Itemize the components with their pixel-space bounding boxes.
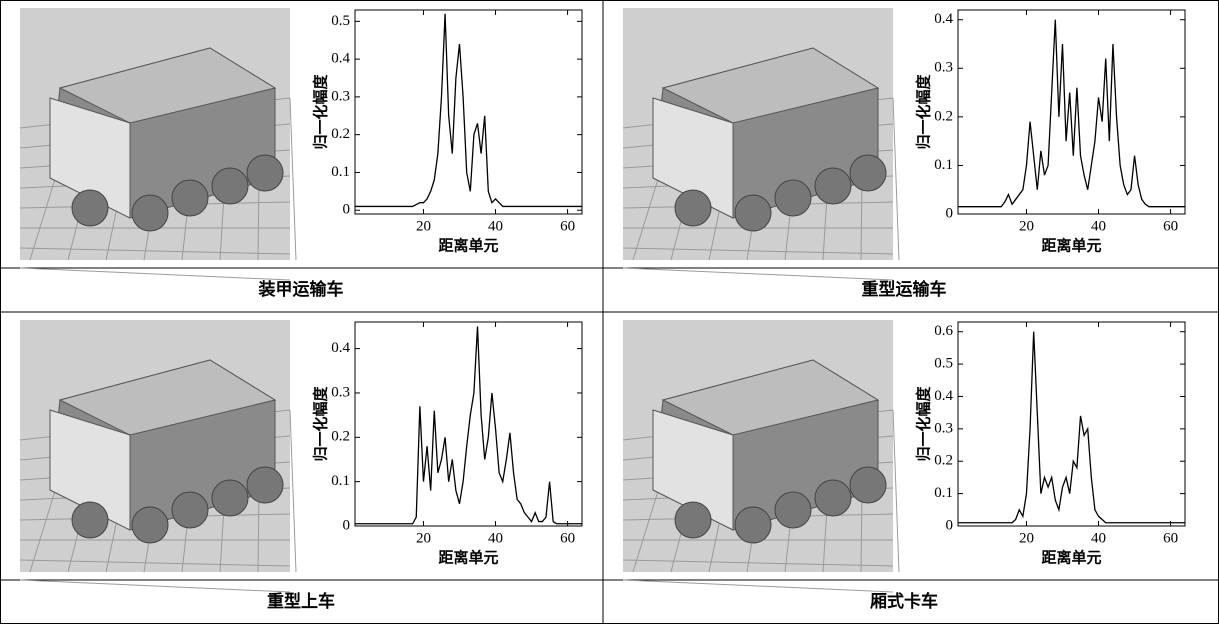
- x-tick-label: 40: [1091, 530, 1106, 546]
- y-tick-label: 0.1: [934, 485, 953, 501]
- vehicle-image: [20, 8, 296, 280]
- y-axis-label: 归一化幅度: [311, 386, 329, 462]
- ground-grid: [20, 268, 290, 280]
- y-tick-label: 0.2: [331, 429, 350, 445]
- data-line: [958, 20, 1185, 207]
- y-tick-label: 0.4: [331, 340, 350, 356]
- x-axis-label: 距离单元: [1041, 548, 1101, 566]
- wheel: [212, 480, 248, 516]
- x-tick-label: 60: [560, 530, 575, 546]
- wheel: [132, 507, 168, 543]
- wheel: [675, 502, 711, 538]
- wheel: [247, 155, 283, 191]
- wheel: [172, 180, 208, 216]
- y-tick-label: 0.3: [331, 88, 350, 104]
- ground-grid: [20, 580, 290, 592]
- ground-grid: [290, 410, 296, 572]
- panel-caption: 重型运输车: [862, 279, 947, 299]
- y-tick-label: 0.3: [331, 384, 350, 400]
- y-tick-label: 0.5: [934, 356, 953, 372]
- ground-grid: [893, 410, 899, 572]
- wheel: [72, 502, 108, 538]
- x-tick-label: 40: [1091, 218, 1106, 234]
- y-axis-label: 归一化幅度: [914, 386, 932, 462]
- x-axis-label: 距离单元: [438, 548, 498, 566]
- wheel: [815, 168, 851, 204]
- plot-frame: [958, 10, 1185, 214]
- ground-grid: [623, 580, 893, 592]
- y-tick-label: 0.4: [331, 51, 350, 67]
- vehicle-image: [623, 8, 899, 280]
- wheel: [815, 480, 851, 516]
- wheel: [212, 168, 248, 204]
- y-tick-label: 0: [343, 517, 351, 533]
- y-tick-label: 0.5: [331, 13, 350, 29]
- y-tick-label: 0.2: [331, 126, 350, 142]
- y-tick-label: 0.6: [934, 323, 953, 339]
- x-axis-label: 距离单元: [1041, 236, 1101, 254]
- figure: 00.10.20.30.40.5204060距离单元归一化幅度装甲运输车00.1…: [0, 0, 1219, 624]
- data-line: [958, 332, 1185, 523]
- y-axis-label: 归一化幅度: [914, 74, 932, 150]
- x-tick-label: 20: [1019, 530, 1034, 546]
- y-tick-label: 0.4: [934, 388, 953, 404]
- x-tick-label: 60: [1163, 218, 1178, 234]
- y-tick-label: 0.1: [934, 157, 953, 173]
- panel-caption: 厢式卡车: [870, 591, 938, 611]
- data-line: [355, 326, 582, 523]
- x-tick-label: 60: [560, 218, 575, 234]
- wheel: [735, 195, 771, 231]
- y-axis-label: 归一化幅度: [311, 74, 329, 150]
- x-tick-label: 60: [1163, 530, 1178, 546]
- wheel: [172, 492, 208, 528]
- x-tick-label: 40: [488, 530, 503, 546]
- y-tick-label: 0.3: [934, 420, 953, 436]
- x-axis-label: 距离单元: [438, 236, 498, 254]
- vehicle-image: [623, 320, 899, 592]
- x-tick-label: 40: [488, 218, 503, 234]
- wheel: [850, 467, 886, 503]
- y-tick-label: 0: [946, 517, 954, 533]
- wheel: [72, 190, 108, 226]
- y-tick-label: 0: [343, 202, 351, 218]
- vehicle-image: [20, 320, 296, 592]
- x-tick-label: 20: [1019, 218, 1034, 234]
- ground-grid: [290, 98, 296, 260]
- wheel: [247, 467, 283, 503]
- plot-frame: [958, 322, 1185, 526]
- wheel: [775, 180, 811, 216]
- y-tick-label: 0.2: [934, 453, 953, 469]
- wheel: [735, 507, 771, 543]
- panel-caption: 装甲运输车: [258, 279, 344, 299]
- y-tick-label: 0.1: [331, 164, 350, 180]
- x-tick-label: 20: [416, 530, 431, 546]
- ground-grid: [623, 268, 893, 280]
- x-tick-label: 20: [416, 218, 431, 234]
- y-tick-label: 0.1: [331, 473, 350, 489]
- wheel: [850, 155, 886, 191]
- y-tick-label: 0.3: [934, 60, 953, 76]
- panel-caption: 重型上车: [267, 591, 335, 611]
- data-line: [355, 14, 582, 207]
- wheel: [775, 492, 811, 528]
- y-tick-label: 0.4: [934, 11, 953, 27]
- wheel: [675, 190, 711, 226]
- y-tick-label: 0: [946, 205, 954, 221]
- wheel: [132, 195, 168, 231]
- y-tick-label: 0.2: [934, 108, 953, 124]
- ground-grid: [893, 98, 899, 260]
